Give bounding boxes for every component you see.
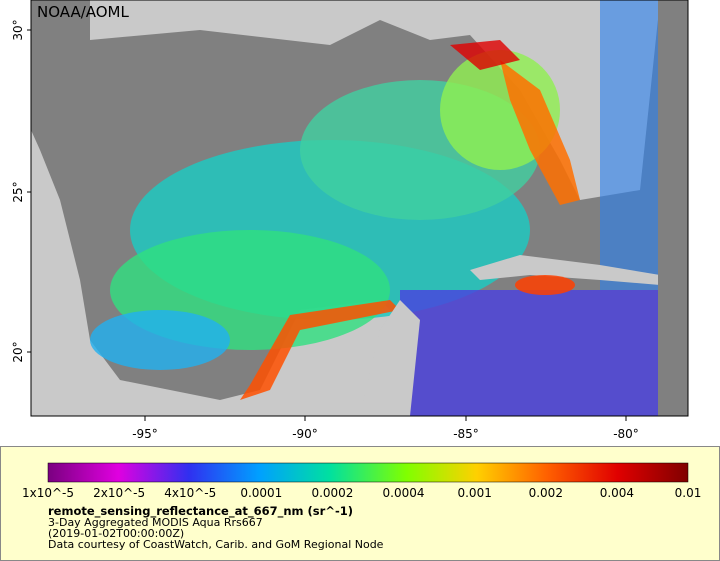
watermark: NOAA/AOML <box>37 3 130 21</box>
reflectance-field <box>500 60 580 205</box>
lon-label: -95° <box>132 427 158 441</box>
yucatan <box>360 300 420 416</box>
lat-label: 20° <box>11 341 25 362</box>
colorbar-label: 0.004 <box>600 486 634 500</box>
lon-label: -85° <box>453 427 479 441</box>
colorbar-ticks: 1x10^-5 2x10^-5 4x10^-5 0.0001 0.0002 0.0004 0… <box>22 486 701 500</box>
reflectance-field <box>600 0 658 290</box>
colorbar-label: 0.001 <box>457 486 491 500</box>
legend-line: Data courtesy of CoastWatch, Carib. and … <box>48 538 384 551</box>
legend-line: (2019-01-02T00:00:00Z) <box>48 527 184 540</box>
colorbar <box>47 462 689 483</box>
colorbar-label: 0.002 <box>529 486 563 500</box>
lon-label: -80° <box>613 427 639 441</box>
legend-line: 3-Day Aggregated MODIS Aqua Rrs667 <box>48 516 263 529</box>
reflectance-field <box>450 40 520 70</box>
map: NOAA/AOML <box>31 0 688 416</box>
variable-name: remote_sensing_reflectance_at_667_nm (sr… <box>48 504 353 519</box>
cuba <box>470 255 660 285</box>
colorbar-label: 0.0002 <box>311 486 353 500</box>
lat-label: 25° <box>11 181 25 202</box>
reflectance-field <box>240 300 400 400</box>
colorbar-label: 0.0001 <box>240 486 282 500</box>
map-frame <box>30 0 689 417</box>
reflectance-field <box>90 310 230 370</box>
lon-labels: -95° -90° -85° -80° <box>132 416 639 441</box>
colorbar-label: 0.01 <box>675 486 702 500</box>
lon-label: -90° <box>292 427 318 441</box>
no-data-edge <box>658 0 688 416</box>
reflectance-field <box>400 290 658 416</box>
colorbar-label: 4x10^-5 <box>164 486 216 500</box>
colorbar-label: 2x10^-5 <box>93 486 145 500</box>
lat-label: 30° <box>11 19 25 40</box>
colorbar-label: 1x10^-5 <box>22 486 74 500</box>
reflectance-field <box>515 275 575 295</box>
lat-labels: 30° 25° 20° <box>11 19 31 363</box>
colorbar-label: 0.0004 <box>383 486 425 500</box>
